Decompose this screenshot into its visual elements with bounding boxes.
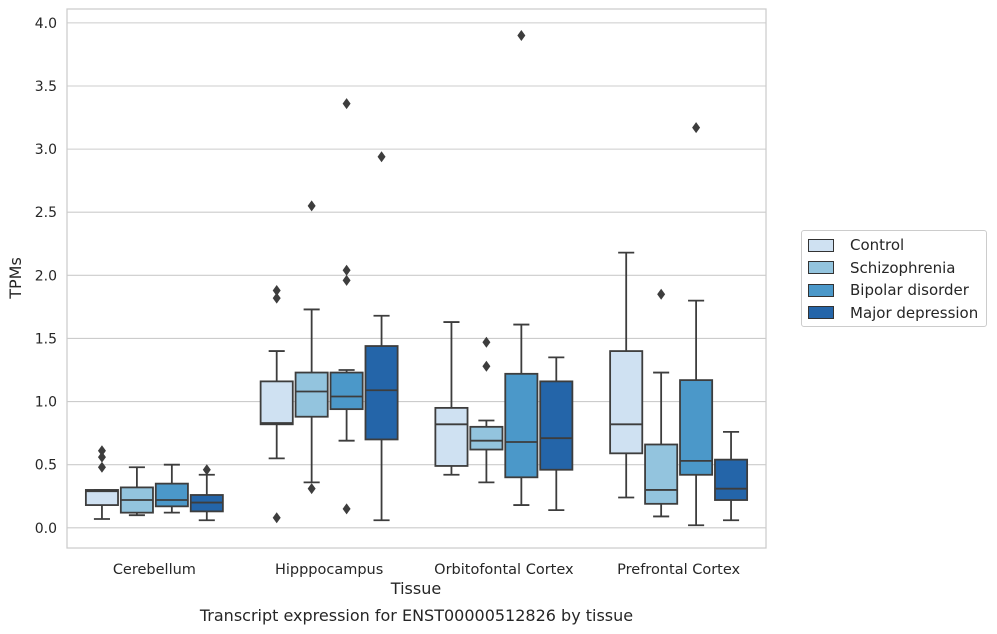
box-iqr <box>714 458 749 501</box>
box-bipolar-disorder <box>679 122 714 527</box>
legend-swatch <box>808 238 834 252</box>
outlier-point <box>97 451 106 463</box>
box-iqr <box>84 489 119 506</box>
legend-swatch <box>808 306 834 319</box>
outlier-point <box>342 264 351 276</box>
box-iqr <box>504 372 539 479</box>
x-tick-label: Orbitofontal Cortex <box>434 562 574 578</box>
y-tick-label: 0.5 <box>35 458 57 474</box>
box-bipolar-disorder <box>154 463 189 514</box>
legend-swatch <box>808 283 834 297</box>
legend-item: Bipolar disorder <box>808 280 969 300</box>
y-tick-label: 3.5 <box>35 79 57 95</box>
legend-label: Schizophrenia <box>850 258 956 277</box>
box-iqr <box>154 482 189 508</box>
outlier-point <box>692 122 701 134</box>
outlier-point <box>272 284 281 296</box>
box-major-depression <box>364 151 399 522</box>
box-iqr <box>364 345 399 441</box>
outlier-point <box>97 461 106 473</box>
box-schizophrenia <box>294 200 329 495</box>
x-tick-label: Hipppocampus <box>275 562 383 578</box>
legend-item: Control <box>808 235 904 255</box>
y-tick-label: 2.5 <box>35 205 57 221</box>
y-tick-labels: 0.0 0.5 1.0 1.5 2.0 2.5 3.0 3.5 4.0 <box>35 16 57 537</box>
legend-swatch <box>808 261 834 274</box>
x-tick-labels: Cerebellum Hipppocampus Orbitofontal Corte… <box>113 562 741 578</box>
figure-caption: Transcript expression for ENST0000051282… <box>199 606 634 625</box>
box-bipolar-disorder <box>329 98 364 515</box>
box-iqr <box>434 406 469 467</box>
outlier-point <box>307 483 316 495</box>
box-control <box>259 284 294 524</box>
box-iqr <box>259 380 294 426</box>
box-schizophrenia <box>469 336 504 484</box>
x-axis-label: Tissue <box>390 579 441 598</box>
box-iqr <box>469 425 504 451</box>
box-iqr <box>679 379 714 476</box>
box-major-depression <box>714 430 749 522</box>
y-tick-label: 4.0 <box>35 16 57 32</box>
outlier-point <box>517 30 526 42</box>
y-tick-label: 0.0 <box>35 521 57 537</box>
x-tick-label: Cerebellum <box>113 562 196 578</box>
legend: Control Schizophrenia Bipolar disorder Majo… <box>801 230 987 327</box>
y-tick-label: 1.5 <box>35 331 57 347</box>
legend-label: Bipolar disorder <box>850 281 969 299</box>
legend-label: Major depression <box>850 303 979 322</box>
outlier-point <box>202 464 211 476</box>
box-bipolar-disorder <box>504 30 539 506</box>
y-tick-label: 2.0 <box>35 268 57 284</box>
plot-frame <box>66 8 767 549</box>
legend-item: Major depression <box>808 303 978 323</box>
y-tick-label: 1.0 <box>35 395 57 411</box>
outlier-point <box>272 292 281 304</box>
box-iqr <box>294 371 329 418</box>
outlier-point <box>97 445 106 457</box>
legend-item: Schizophrenia <box>808 258 955 278</box>
box-iqr <box>644 443 679 505</box>
box-major-depression <box>189 464 224 522</box>
box-major-depression <box>539 356 574 512</box>
y-axis-label: TPMs <box>6 257 25 300</box>
box-iqr <box>609 350 644 455</box>
box-iqr <box>329 371 364 411</box>
plot-boxes <box>84 30 749 527</box>
x-tick-label: Prefrontal Cortex <box>617 562 740 578</box>
box-schizophrenia <box>119 466 154 517</box>
outlier-point <box>342 274 351 286</box>
y-tick-label: 3.0 <box>35 142 57 158</box>
outlier-point <box>482 360 491 372</box>
box-control <box>609 251 644 499</box>
box-control <box>434 321 469 476</box>
gridlines <box>67 22 766 529</box>
outlier-point <box>307 200 316 212</box>
outlier-point <box>342 503 351 515</box>
outlier-point <box>657 288 666 300</box>
outlier-point <box>272 512 281 524</box>
box-schizophrenia <box>644 288 679 518</box>
outlier-point <box>377 151 386 163</box>
box-iqr <box>539 380 574 471</box>
outlier-point <box>482 336 491 348</box>
legend-label: Control <box>850 236 905 254</box>
outlier-point <box>342 98 351 110</box>
box-control <box>84 445 119 520</box>
